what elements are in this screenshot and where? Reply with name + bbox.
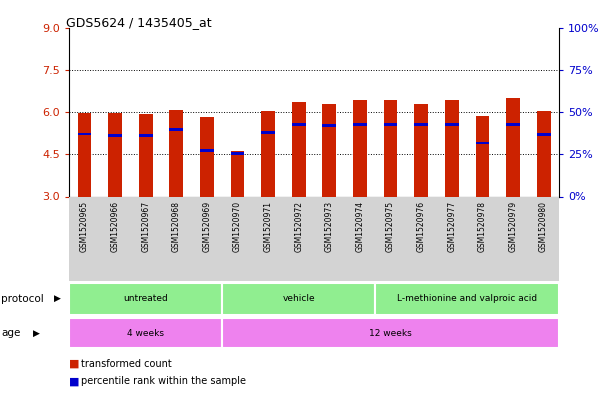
Bar — [475, 141, 489, 144]
Bar — [261, 131, 275, 134]
Bar — [222, 283, 375, 314]
Bar — [414, 104, 428, 196]
Bar — [69, 318, 222, 348]
Text: GSM1520966: GSM1520966 — [111, 201, 120, 252]
Text: GSM1520972: GSM1520972 — [294, 201, 304, 252]
Bar — [445, 100, 459, 196]
Text: protocol: protocol — [1, 294, 44, 304]
Text: GSM1520980: GSM1520980 — [539, 201, 548, 252]
Bar — [200, 117, 214, 196]
Bar — [445, 123, 459, 126]
Text: ■: ■ — [69, 376, 79, 386]
Text: 4 weeks: 4 weeks — [127, 329, 164, 338]
Bar — [69, 283, 222, 314]
Bar — [506, 123, 520, 126]
Bar — [108, 112, 122, 196]
Text: GSM1520973: GSM1520973 — [325, 201, 334, 252]
Bar — [139, 114, 153, 196]
Text: untreated: untreated — [123, 294, 168, 303]
Bar — [383, 123, 397, 126]
Bar — [537, 133, 551, 136]
Bar — [323, 104, 336, 196]
Bar — [353, 123, 367, 126]
Text: GSM1520977: GSM1520977 — [447, 201, 456, 252]
Text: vehicle: vehicle — [282, 294, 315, 303]
Text: transformed count: transformed count — [81, 358, 172, 369]
Bar — [231, 151, 245, 196]
Text: percentile rank within the sample: percentile rank within the sample — [81, 376, 246, 386]
Text: GSM1520978: GSM1520978 — [478, 201, 487, 252]
Text: GSM1520968: GSM1520968 — [172, 201, 181, 252]
Text: GSM1520967: GSM1520967 — [141, 201, 150, 252]
Bar — [292, 123, 305, 126]
Bar — [222, 318, 559, 348]
Bar — [383, 100, 397, 196]
Text: ▶: ▶ — [54, 294, 61, 303]
Bar — [108, 134, 122, 136]
Text: age: age — [1, 328, 20, 338]
Bar — [169, 110, 183, 196]
Bar — [414, 123, 428, 126]
Text: GSM1520975: GSM1520975 — [386, 201, 395, 252]
Text: ▶: ▶ — [33, 329, 40, 338]
Bar — [261, 110, 275, 196]
Bar — [78, 132, 91, 135]
Text: 12 weeks: 12 weeks — [369, 329, 412, 338]
Bar — [169, 128, 183, 131]
Text: GDS5624 / 1435405_at: GDS5624 / 1435405_at — [66, 16, 212, 29]
Bar — [506, 99, 520, 196]
Bar — [292, 102, 305, 196]
Text: ■: ■ — [69, 358, 79, 369]
Bar — [537, 112, 551, 196]
Text: GSM1520976: GSM1520976 — [416, 201, 426, 252]
Bar — [323, 124, 336, 127]
Text: L-methionine and valproic acid: L-methionine and valproic acid — [397, 294, 537, 303]
Bar — [375, 283, 559, 314]
Text: GSM1520965: GSM1520965 — [80, 201, 89, 252]
Text: GSM1520969: GSM1520969 — [203, 201, 212, 252]
Text: GSM1520971: GSM1520971 — [264, 201, 273, 252]
Bar — [475, 116, 489, 196]
Bar — [353, 100, 367, 196]
Bar — [231, 152, 245, 155]
Bar — [200, 149, 214, 152]
Bar — [78, 112, 91, 196]
Text: GSM1520970: GSM1520970 — [233, 201, 242, 252]
Text: GSM1520974: GSM1520974 — [355, 201, 364, 252]
Bar — [139, 134, 153, 137]
Text: GSM1520979: GSM1520979 — [508, 201, 517, 252]
